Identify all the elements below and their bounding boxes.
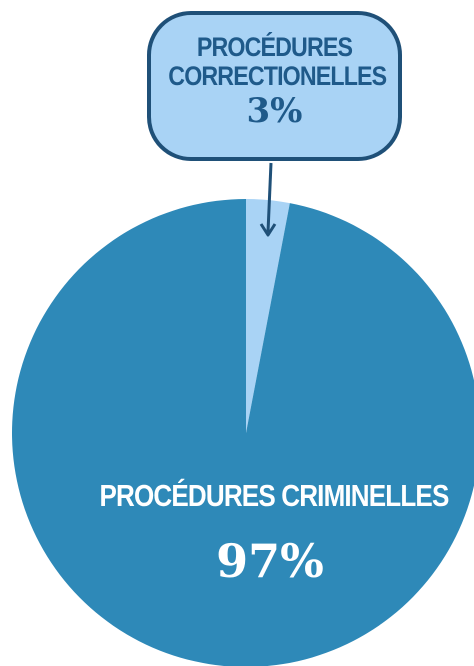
pie-slices: [12, 199, 474, 666]
slice-value-correctionnelles: 3%: [246, 91, 303, 131]
slice-label-correctionnelles: PROCÉDURES CORRECTIONELLES: [168, 32, 387, 91]
callout-correctionnelles: PROCÉDURES CORRECTIONELLES 3%: [147, 11, 402, 161]
slice-value-criminelles: 97%: [216, 534, 324, 588]
callout-arrow: [266, 162, 273, 233]
callout-arrow-head: [259, 223, 277, 237]
pie-slice-correctionnelles: [246, 199, 290, 433]
pie-slice-criminelles: [12, 199, 474, 666]
slice-label-criminelles: PROCÉDURES CRIMINELLES: [99, 478, 449, 513]
